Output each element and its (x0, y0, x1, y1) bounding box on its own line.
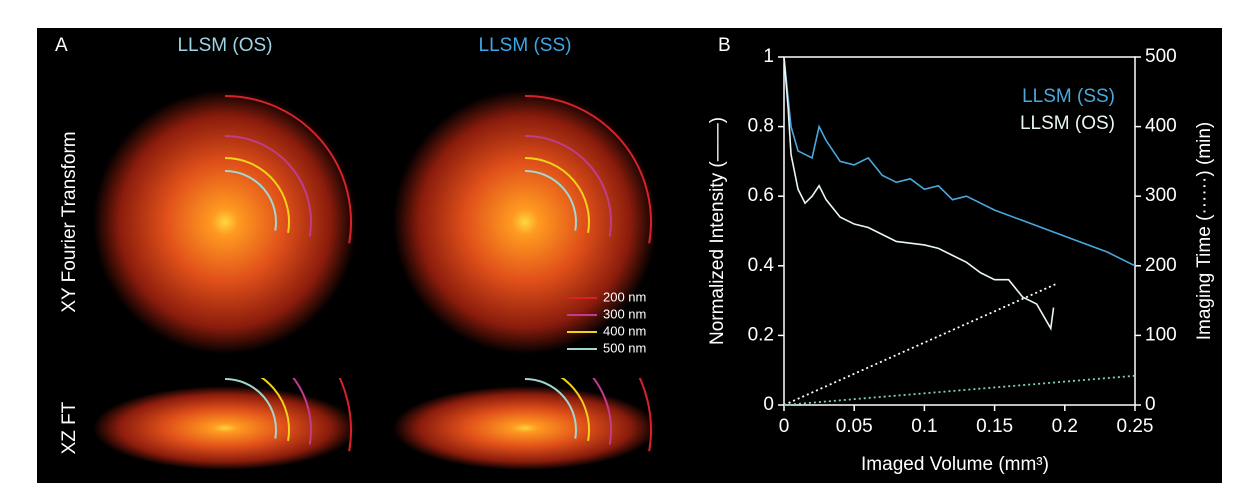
xy-ft-os (93, 90, 357, 354)
panel-label: A (55, 35, 68, 56)
y2-tick-label: 100 (1145, 324, 1177, 345)
x-tick-label: 0.15 (976, 416, 1013, 437)
xz-ft-os (93, 386, 357, 470)
y2-tick-label: 300 (1145, 185, 1177, 206)
x-tick-label: 0 (779, 416, 790, 437)
row-label: XY Fourier Transform (59, 131, 80, 312)
y2-tick-label: 0 (1145, 394, 1156, 415)
x-tick-label: 0.1 (911, 416, 937, 437)
x-tick-label: 0.05 (836, 416, 873, 437)
legend-label: 500 nm (603, 340, 646, 355)
legend-label: LLSM (OS) (1020, 113, 1115, 134)
y2-tick-label: 400 (1145, 116, 1177, 137)
y-axis-label: Normalized Intensity (——) (707, 117, 728, 345)
legend-label: LLSM (SS) (1022, 86, 1115, 107)
figure: A XY Fourier Transform XZ FT B Imaged Vo… (0, 0, 1233, 495)
y-tick-label: 0.4 (748, 255, 775, 276)
x-axis-label: Imaged Volume (mm³) (861, 454, 1049, 475)
row-label: XZ FT (59, 401, 80, 454)
x-tick-label: 0.2 (1052, 416, 1078, 437)
panel-label: B (718, 35, 731, 56)
y-tick-label: 0.6 (748, 185, 774, 206)
y-tick-label: 0.2 (748, 324, 774, 345)
legend-label: 300 nm (603, 306, 646, 321)
y-tick-label: 1 (763, 46, 774, 67)
legend-label: 400 nm (603, 323, 646, 338)
y2-axis-label: Imaging Time (······) (min) (1194, 122, 1215, 341)
column-title: LLSM (SS) (479, 35, 572, 56)
x-tick-label: 0.25 (1117, 416, 1154, 437)
legend-label: 200 nm (603, 289, 646, 304)
y2-tick-label: 200 (1145, 255, 1177, 276)
y-tick-label: 0 (763, 394, 774, 415)
y2-tick-label: 500 (1145, 46, 1177, 67)
column-title: LLSM (OS) (177, 35, 272, 56)
y-tick-label: 0.8 (748, 116, 774, 137)
xz-ft-ss (393, 386, 657, 470)
